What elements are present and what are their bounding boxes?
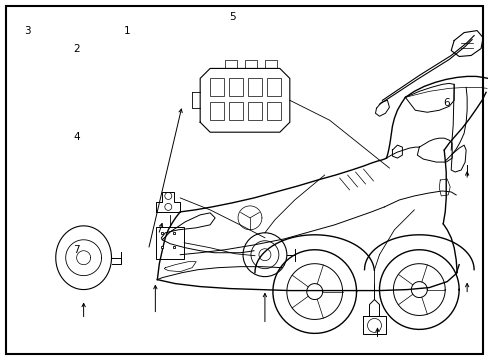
Bar xyxy=(210,102,224,120)
Bar xyxy=(228,78,243,96)
Bar xyxy=(228,102,243,120)
Bar xyxy=(247,78,262,96)
Text: 3: 3 xyxy=(24,26,31,36)
Text: 1: 1 xyxy=(124,26,131,36)
Text: 5: 5 xyxy=(228,12,235,22)
Bar xyxy=(156,227,184,259)
Bar xyxy=(210,78,224,96)
Bar xyxy=(247,102,262,120)
Text: 7: 7 xyxy=(73,245,80,255)
Bar xyxy=(266,78,280,96)
Bar xyxy=(266,102,280,120)
Text: 6: 6 xyxy=(443,98,449,108)
Text: 2: 2 xyxy=(73,44,80,54)
Text: 4: 4 xyxy=(73,132,80,142)
